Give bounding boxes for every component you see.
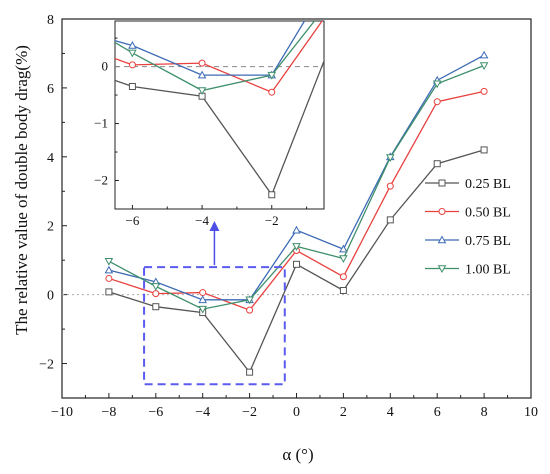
data-point-marker	[293, 260, 300, 268]
data-point-marker	[438, 179, 446, 187]
data-point-marker	[128, 83, 136, 91]
data-point-marker	[292, 225, 301, 234]
inset-plot: −6 −4 −2 −2 −1 0	[94, 20, 325, 228]
data-point-marker	[292, 243, 301, 251]
data-point-marker	[152, 290, 160, 298]
inset-series-line	[115, 21, 316, 92]
legend-label: 0.50 BL	[465, 206, 511, 221]
x-tick-label: 4	[387, 405, 394, 420]
data-point-marker	[437, 265, 447, 273]
y-tick-label: 4	[47, 151, 54, 166]
data-point-marker	[198, 59, 206, 67]
y-tick-label: 0	[47, 289, 54, 304]
data-point-marker	[480, 146, 488, 154]
x-tick-label: 8	[481, 405, 488, 420]
inset-series-line	[115, 59, 324, 197]
legend-item: 0.50 BL	[425, 206, 511, 221]
data-point-marker	[267, 71, 277, 80]
data-point-marker	[246, 368, 254, 376]
data-point-marker	[339, 255, 348, 263]
data-point-marker	[339, 287, 347, 295]
y-axis-label: The relative value of double body drag(%…	[12, 45, 31, 335]
data-point-marker	[268, 88, 276, 96]
zoom-dashed-box	[143, 266, 286, 386]
data-point-marker	[128, 49, 137, 58]
inset-y-tick-label: −1	[94, 116, 108, 131]
legend: 0.25 BL 0.50 BL 0.75 BL 1.00 BL	[425, 177, 511, 278]
inset-series-group	[115, 21, 324, 199]
data-point-marker	[386, 154, 395, 162]
legend-item: 1.00 BL	[425, 263, 511, 278]
x-tick-label: 0	[293, 405, 300, 420]
x-tick-label: −10	[51, 405, 73, 420]
data-point-marker	[197, 70, 207, 79]
data-point-marker	[105, 288, 113, 296]
data-point-marker	[199, 289, 207, 297]
inset-series-1-00-BL	[115, 21, 316, 95]
data-point-marker	[197, 87, 207, 95]
legend-label: 0.75 BL	[465, 234, 511, 249]
zoom-region-indicator	[143, 221, 286, 386]
x-tick-label: 2	[340, 405, 347, 420]
data-point-marker	[433, 98, 441, 106]
inset-y-tick-label: −2	[94, 173, 108, 188]
legend-item: 0.75 BL	[425, 234, 511, 249]
data-point-marker	[339, 273, 347, 281]
series-1-00-BL	[104, 62, 489, 314]
x-tick-label: −4	[195, 405, 210, 420]
y-tick-label: −2	[39, 358, 54, 373]
data-point-marker	[433, 160, 441, 168]
zoom-arrow-head	[209, 221, 220, 231]
inset-series-line	[115, 21, 323, 94]
legend-item: 0.25 BL	[425, 177, 511, 192]
data-point-marker	[479, 50, 489, 59]
data-point-marker	[246, 306, 254, 314]
data-point-marker	[104, 257, 114, 266]
data-point-marker	[151, 283, 161, 291]
y-tick-label: 2	[47, 220, 54, 235]
data-point-marker	[128, 61, 136, 69]
x-tick-label: −6	[148, 405, 163, 420]
inset-x-tick-label: −6	[125, 213, 139, 228]
legend-label: 1.00 BL	[465, 263, 511, 278]
x-axis-label: α (°)	[282, 445, 313, 464]
inset-series-0-25-BL	[115, 59, 324, 199]
x-tick-label: −8	[101, 405, 116, 420]
inset-x-tick-label: −4	[195, 213, 209, 228]
data-point-marker	[386, 216, 394, 224]
data-point-marker	[198, 305, 207, 314]
main-series-group	[104, 50, 489, 376]
y-tick-label: 8	[47, 13, 54, 28]
data-point-marker	[245, 296, 254, 305]
x-tick-label: −2	[242, 405, 257, 420]
data-point-marker	[438, 208, 446, 215]
data-point-marker	[480, 87, 488, 95]
legend-label: 0.25 BL	[465, 177, 511, 192]
inset-series-line	[115, 21, 306, 76]
data-point-marker	[198, 295, 207, 304]
data-point-marker	[268, 191, 276, 199]
data-point-marker	[437, 235, 447, 244]
data-point-marker	[128, 41, 137, 49]
data-point-marker	[105, 274, 113, 282]
data-point-marker	[104, 265, 114, 274]
data-point-marker	[152, 303, 160, 311]
data-point-marker	[432, 80, 442, 89]
inset-y-tick-label: 0	[102, 59, 109, 74]
data-point-marker	[386, 182, 394, 190]
inset-series-0-50-BL	[115, 21, 323, 96]
data-point-marker	[479, 62, 489, 70]
inset-x-tick-label: −2	[265, 213, 279, 228]
data-point-marker	[339, 244, 348, 253]
x-tick-label: 10	[524, 405, 538, 420]
x-tick-label: 6	[434, 405, 441, 420]
y-tick-label: 6	[47, 82, 54, 97]
